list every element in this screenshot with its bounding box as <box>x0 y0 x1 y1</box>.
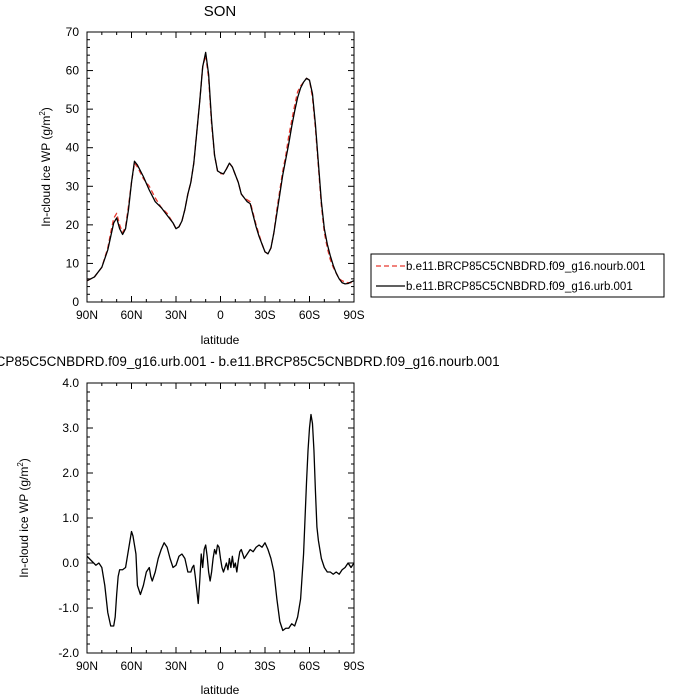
bottom-chart-title: b.e11.BRCP85C5CNBDRD.f09_g16.urb.001 - b… <box>0 354 500 369</box>
top-y-tick-label: 10 <box>66 256 80 270</box>
top-x-tick-label: 90N <box>76 308 98 322</box>
top-x-tick-label: 0 <box>217 308 224 322</box>
top-x-tick-label: 60N <box>120 308 142 322</box>
bottom-y-tick-label: 3.0 <box>62 421 79 435</box>
top-y-axis-label: In-cloud ice WP (g/m2) <box>38 107 53 227</box>
top-x-axis-label: latitude <box>201 333 240 347</box>
bottom-panel: b.e11.BRCP85C5CNBDRD.f09_g16.urb.001 - b… <box>0 354 500 697</box>
bottom-plot-frame <box>86 382 355 654</box>
bottom-x-tick-label: 90N <box>76 659 98 673</box>
bottom-series-line-0 <box>86 413 355 632</box>
legend: b.e11.BRCP85C5CNBDRD.f09_g16.nourb.001 b… <box>370 253 665 298</box>
top-plot-frame <box>86 31 355 303</box>
bottom-x-tick-label: 60N <box>120 659 142 673</box>
top-axis-ticks: 90N 60N 30N 0 30S 60S 90S 0 10 20 30 40 50 60 70 <box>66 25 365 322</box>
bottom-y-tick-label: -2.0 <box>58 646 79 660</box>
bottom-y-tick-label: 2.0 <box>62 466 79 480</box>
top-y-tick-label: 20 <box>66 218 80 232</box>
bottom-x-axis-label: latitude <box>201 683 240 697</box>
bottom-x-tick-label: 30N <box>165 659 187 673</box>
bottom-x-tick-label: 30S <box>254 659 275 673</box>
top-y-tick-label: 60 <box>66 64 80 78</box>
bottom-x-tick-label: 90S <box>343 659 364 673</box>
bottom-y-tick-label: 4.0 <box>62 376 79 390</box>
bottom-axis-ticks: 90N 60N 30N 0 30S 60S 90S -2.0 -1.0 0.0 1.0 2.0 3.0 4… <box>58 376 364 673</box>
top-series-layer <box>86 51 355 285</box>
bottom-y-axis-label: In-cloud ice WP (g/m2) <box>16 458 31 578</box>
bottom-y-tick-label: 1.0 <box>62 511 79 525</box>
bottom-x-tick-label: 0 <box>217 659 224 673</box>
top-series-line-0 <box>86 54 355 284</box>
bottom-y-tick-label: -1.0 <box>58 601 79 615</box>
top-x-tick-label: 30S <box>254 308 275 322</box>
legend-box <box>370 253 665 298</box>
bottom-y-tick-label: 0.0 <box>62 556 79 570</box>
legend-label-urb: b.e11.BRCP85C5CNBDRD.f09_g16.urb.001 <box>406 281 633 293</box>
top-series-line-1 <box>86 51 355 285</box>
top-panel: SON 90N 60N 30N 0 30S 60S 90S 0 10 20 30 40 50 60 70 l… <box>38 3 365 347</box>
bottom-series-layer <box>86 413 355 632</box>
top-x-tick-label: 90S <box>343 308 364 322</box>
top-y-tick-label: 70 <box>66 25 80 39</box>
top-y-tick-label: 50 <box>66 102 80 116</box>
legend-label-nourb: b.e11.BRCP85C5CNBDRD.f09_g16.nourb.001 <box>406 261 646 273</box>
top-chart-title: SON <box>204 3 237 20</box>
top-y-tick-label: 30 <box>66 179 80 193</box>
top-x-tick-label: 30N <box>165 308 187 322</box>
bottom-x-tick-label: 60S <box>299 659 320 673</box>
top-y-tick-label: 40 <box>66 141 80 155</box>
top-x-tick-label: 60S <box>299 308 320 322</box>
top-y-tick-label: 0 <box>72 295 79 309</box>
